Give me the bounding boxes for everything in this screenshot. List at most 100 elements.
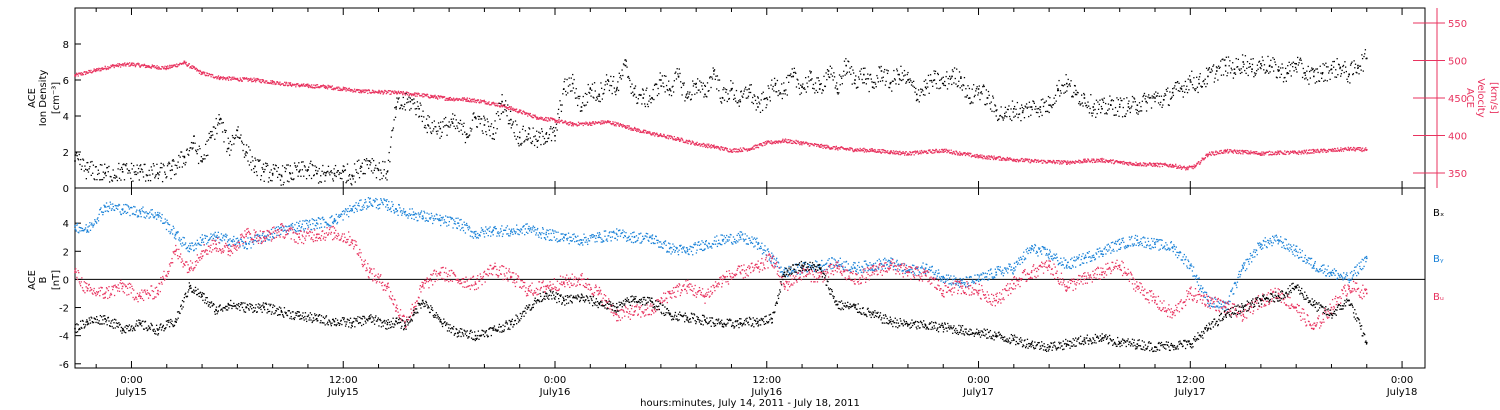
velocity-sample: [608, 120, 610, 122]
density-sample: [143, 163, 145, 166]
density-sample: [341, 169, 344, 172]
velocity-sample: [299, 84, 301, 86]
velocity-sample: [1333, 150, 1335, 152]
by-sample: [137, 214, 139, 217]
density-sample: [447, 126, 450, 128]
density-sample: [1176, 81, 1178, 84]
velocity-sample: [465, 98, 467, 101]
density-sample: [911, 81, 913, 84]
density-sample: [899, 79, 901, 81]
density-sample: [139, 165, 141, 167]
velocity-sample: [507, 108, 510, 111]
density-sample: [1192, 87, 1194, 89]
velocity-sample: [397, 91, 399, 93]
density-sample: [1128, 100, 1130, 102]
density-sample: [1199, 73, 1201, 75]
velocity-sample: [1292, 151, 1294, 153]
density-sample: [504, 108, 506, 111]
density-sample: [961, 89, 963, 91]
velocity-sample: [1193, 165, 1195, 168]
density-sample: [483, 117, 486, 119]
velocity-sample: [1303, 149, 1305, 152]
density-sample: [396, 97, 398, 99]
density-sample: [1140, 105, 1142, 108]
by-sample: [213, 233, 215, 235]
velocity-sample: [144, 64, 146, 66]
velocity-sample: [286, 82, 288, 84]
velocity-sample: [1156, 162, 1158, 164]
density-sample: [1191, 70, 1193, 72]
density-sample: [88, 168, 90, 170]
velocity-sample: [283, 84, 285, 87]
density-sample: [282, 184, 284, 186]
velocity-sample: [1102, 161, 1104, 163]
density-sample: [1229, 60, 1231, 62]
velocity-sample: [478, 102, 481, 104]
velocity-sample: [1135, 161, 1137, 164]
by-sample: [149, 216, 152, 218]
velocity-sample: [1194, 166, 1196, 169]
velocity-sample: [669, 137, 672, 140]
density-sample: [1166, 90, 1168, 93]
density-sample: [1083, 92, 1085, 95]
velocity-sample: [707, 144, 709, 147]
velocity-sample: [697, 144, 699, 146]
density-sample: [736, 102, 738, 104]
velocity-sample: [1037, 159, 1039, 161]
velocity-sample: [1338, 149, 1340, 151]
velocity-sample: [462, 98, 465, 100]
velocity-point: [536, 116, 539, 119]
velocity-sample: [663, 134, 665, 136]
density-sample: [934, 72, 936, 75]
density-sample: [207, 139, 210, 141]
velocity-sample: [822, 147, 824, 149]
velocity-sample: [873, 151, 876, 153]
density-sample: [1304, 78, 1306, 80]
velocity-sample: [1177, 166, 1179, 168]
velocity-sample: [669, 135, 671, 137]
density-sample: [639, 93, 641, 96]
density-sample: [734, 97, 736, 99]
velocity-sample: [1130, 161, 1132, 164]
density-sample: [212, 126, 215, 128]
density-sample: [1097, 108, 1100, 110]
velocity-sample: [1340, 147, 1342, 149]
density-sample: [1050, 105, 1052, 107]
velocity-sample: [876, 151, 878, 153]
density-sample: [459, 122, 461, 125]
velocity-sample: [892, 150, 895, 152]
velocity-sample: [839, 148, 841, 150]
density-sample: [941, 77, 943, 79]
velocity-sample: [581, 123, 583, 125]
density-sample: [305, 169, 307, 171]
by-sample: [83, 230, 85, 232]
velocity-sample: [1186, 166, 1188, 168]
density-point: [1260, 63, 1262, 65]
velocity-sample: [551, 119, 554, 121]
by-sample: [108, 205, 110, 207]
density-sample: [631, 83, 633, 85]
density-sample: [133, 171, 135, 173]
density-sample: [1222, 74, 1225, 76]
density-sample: [694, 93, 696, 95]
density-sample: [699, 91, 702, 93]
density-sample: [1203, 83, 1206, 85]
density-sample: [713, 69, 716, 71]
velocity-sample: [1332, 148, 1335, 151]
velocity-sample: [203, 71, 205, 73]
by-sample: [176, 232, 178, 234]
velocity-sample: [178, 64, 180, 66]
velocity-sample: [789, 141, 791, 143]
time-tick-label: 0:00: [1391, 375, 1413, 386]
density-sample: [324, 180, 326, 182]
density-point: [598, 93, 600, 96]
velocity-sample: [561, 119, 563, 122]
velocity-sample: [229, 76, 231, 79]
density-sample: [1073, 91, 1075, 94]
velocity-sample: [1004, 158, 1006, 160]
density-sample: [542, 135, 544, 138]
density-sample: [1032, 100, 1035, 103]
density-sample: [152, 173, 154, 175]
density-sample: [248, 146, 250, 148]
velocity-sample: [492, 101, 494, 104]
